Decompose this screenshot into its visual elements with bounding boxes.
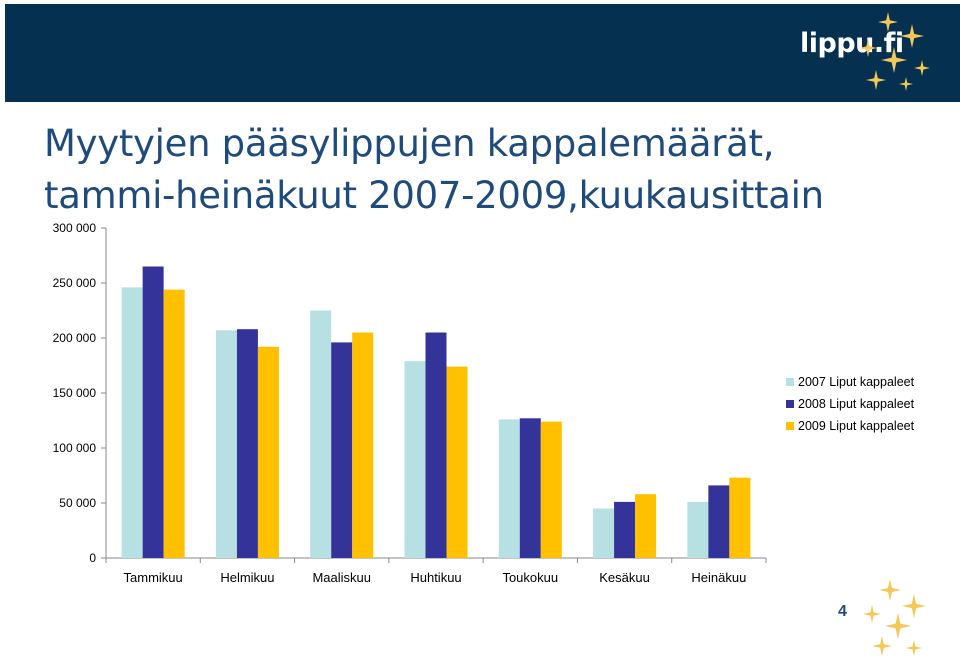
- sparkle-star: [866, 70, 886, 90]
- y-tick-label: 200 000: [53, 331, 97, 345]
- title-line-2: tammi-heinäkuut 2007-2009,kuukausittain: [44, 174, 824, 217]
- x-tick-label: Helmikuu: [220, 570, 274, 585]
- bar: [498, 419, 520, 558]
- legend-swatch: [786, 400, 794, 408]
- bar: [404, 361, 426, 558]
- bar: [708, 485, 730, 558]
- x-tick-label: Toukokuu: [502, 570, 558, 585]
- bar: [593, 508, 615, 558]
- sparkle-star: [872, 636, 892, 656]
- x-tick-label: Kesäkuu: [599, 570, 650, 585]
- bar: [331, 342, 353, 558]
- sparkle-star: [881, 47, 907, 73]
- bar: [687, 501, 709, 558]
- sparkle-star: [906, 640, 922, 656]
- sparkle-stars-icon: [859, 12, 930, 91]
- bar: [446, 366, 468, 558]
- bar: [236, 329, 258, 558]
- sparkle-star: [899, 77, 913, 91]
- bar: [729, 477, 751, 558]
- x-tick-label: Huhtikuu: [410, 570, 461, 585]
- y-tick-label: 0: [89, 551, 96, 565]
- lippu-logo[interactable]: lippu.fi: [800, 28, 904, 59]
- header-band: [5, 4, 960, 102]
- y-tick-label: 300 000: [53, 221, 97, 235]
- legend-label: 2009 Liput kappaleet: [798, 419, 915, 433]
- sparkle-star: [914, 60, 930, 76]
- sparkle-star: [863, 605, 881, 623]
- bar: [215, 330, 237, 558]
- bar: [352, 332, 374, 558]
- legend-swatch: [786, 422, 794, 430]
- sparkle-star: [885, 613, 911, 639]
- slide-title: Myytyjen pääsylippujen kappalemäärät, ta…: [44, 118, 824, 222]
- bar: [425, 332, 447, 558]
- bar: [121, 287, 143, 558]
- bar: [310, 310, 332, 558]
- sparkle-star: [902, 594, 926, 618]
- y-tick-label: 250 000: [53, 276, 97, 290]
- sparkle-star: [859, 39, 877, 57]
- sparkle-star: [879, 579, 901, 601]
- legend-label: 2007 Liput kappaleet: [798, 375, 915, 389]
- bar: [540, 421, 562, 558]
- bar: [163, 289, 185, 558]
- legend-swatch: [786, 378, 794, 386]
- bar: [635, 494, 657, 558]
- y-tick-label: 50 000: [59, 496, 96, 510]
- x-tick-label: Tammikuu: [124, 570, 183, 585]
- bar: [519, 418, 541, 558]
- y-tick-label: 100 000: [53, 441, 97, 455]
- bar: [142, 266, 164, 558]
- y-tick-label: 150 000: [53, 386, 97, 400]
- x-tick-label: Maaliskuu: [312, 570, 371, 585]
- legend-label: 2008 Liput kappaleet: [798, 397, 915, 411]
- bar: [614, 501, 636, 558]
- title-line-1: Myytyjen pääsylippujen kappalemäärät,: [44, 122, 775, 165]
- footer-sparkle-icon: [863, 579, 926, 656]
- sparkle-star: [878, 12, 898, 32]
- sparkle-star: [900, 24, 924, 48]
- page-number: 4: [838, 603, 847, 620]
- bar: [257, 346, 279, 558]
- x-tick-label: Heinäkuu: [691, 570, 746, 585]
